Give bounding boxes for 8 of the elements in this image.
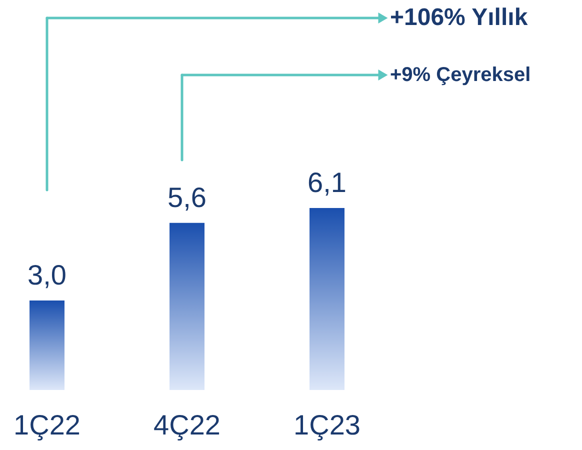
x-tick-label: 4Ç22 — [154, 410, 220, 440]
text: +9% Çeyreksel — [390, 64, 531, 86]
data-label: 6,1 — [308, 167, 346, 198]
x-tick-label: 1Ç22 — [14, 410, 80, 440]
text: +106% Yıllık — [390, 4, 528, 31]
x-tick-label: 1Ç23 — [294, 410, 360, 440]
data-label: 5,6 — [168, 182, 206, 213]
data-label: 3,0 — [28, 259, 66, 290]
